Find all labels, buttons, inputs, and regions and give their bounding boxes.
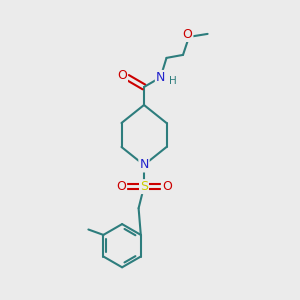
Text: O: O — [117, 69, 127, 82]
Text: O: O — [162, 180, 172, 193]
Text: N: N — [156, 71, 165, 84]
Text: O: O — [183, 28, 192, 41]
Text: H: H — [169, 76, 177, 86]
Text: N: N — [139, 158, 149, 172]
Text: S: S — [140, 180, 148, 193]
Text: O: O — [116, 180, 126, 193]
